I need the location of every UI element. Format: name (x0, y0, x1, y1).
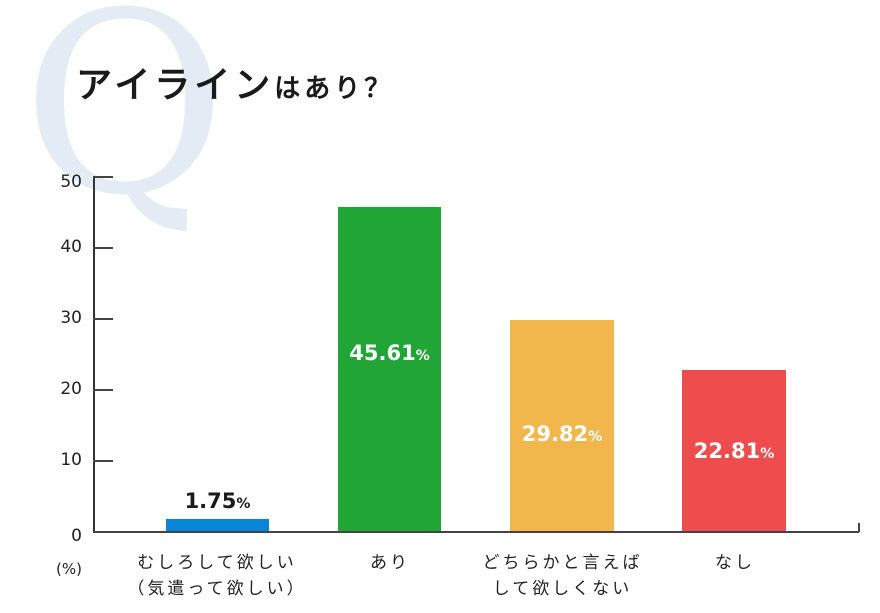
y-tick-40 (93, 247, 113, 249)
y-tick-label: 40 (60, 237, 82, 257)
y-tick-label: 50 (60, 172, 82, 192)
category-label: どちらかと言えば して欲しくない (482, 553, 643, 599)
y-tick-label: 10 (60, 450, 82, 470)
bar-value-label: 29.82% (521, 422, 603, 446)
x-axis (93, 531, 859, 533)
y-tick-50 (93, 176, 113, 178)
x-axis-end-tick (858, 523, 860, 532)
y-tick-label: 30 (60, 308, 82, 328)
bar-dochiraka (510, 320, 614, 531)
y-axis (93, 176, 95, 532)
category-label: むしろして欲しい （気遣って欲しい） (127, 553, 307, 599)
bar-ari (338, 207, 441, 531)
bar-value-label: 22.81% (693, 439, 775, 463)
title-suffix: はあり？ (274, 74, 395, 104)
bar-nashi (682, 370, 786, 531)
y-tick-20 (93, 389, 113, 391)
category-label: なし (715, 553, 755, 573)
chart-title: アイラインはあり？ (76, 56, 394, 108)
bar-mushiro (166, 519, 269, 531)
y-tick-30 (93, 318, 113, 320)
title-main: アイライン (76, 65, 275, 106)
q-watermark: Q (22, 0, 227, 250)
bar-value-label: 1.75% (184, 489, 251, 513)
y-tick-label: 20 (60, 379, 82, 399)
y-tick-10 (93, 460, 113, 462)
y-unit-label: (%) (56, 560, 82, 578)
bar-value-label: 45.61% (349, 341, 430, 365)
y-tick-label: 0 (71, 526, 82, 546)
category-label: あり (370, 553, 410, 573)
